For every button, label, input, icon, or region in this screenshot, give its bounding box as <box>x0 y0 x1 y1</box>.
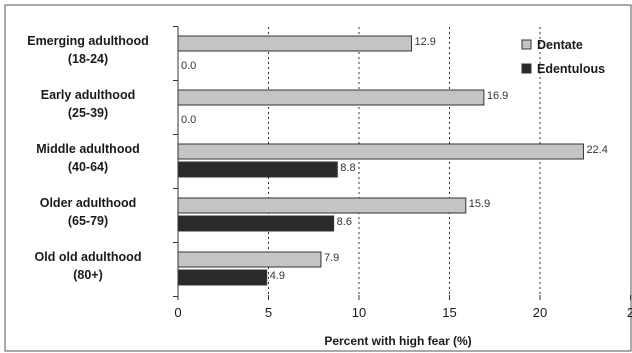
bar-dentate <box>177 35 412 52</box>
bar-edentulous <box>177 269 268 286</box>
x-axis-title: Percent with high fear (%) <box>324 334 471 348</box>
category-label-range: (25-39) <box>68 106 108 120</box>
bar-edentulous <box>177 215 335 232</box>
category-label-range: (40-64) <box>68 160 108 174</box>
bar-dentate <box>177 197 467 214</box>
data-label: 4.9 <box>270 270 285 282</box>
data-label: 15.9 <box>469 198 490 210</box>
x-tick-label: 15 <box>442 305 456 320</box>
bars: 12.9 0.0 16.9 0.0 22.4 8.8 15.9 8.6 7.9 4.9 <box>177 35 608 286</box>
axes: 0 5 10 15 20 2 Emerging adulthood (18-24) Early … <box>27 26 632 320</box>
category-label: Emerging adulthood <box>27 34 149 48</box>
plot-frame <box>4 4 632 352</box>
category-label-range: (65-79) <box>68 214 108 228</box>
legend-label: Dentate <box>537 38 583 52</box>
x-tick-label: 5 <box>265 305 272 320</box>
x-tick-label: 10 <box>352 305 366 320</box>
category-label: Old old adulthood <box>35 250 142 264</box>
data-label: 22.4 <box>586 144 607 156</box>
category-label: Early adulthood <box>41 88 135 102</box>
bar-dentate <box>177 143 584 160</box>
category-label-range: (80+) <box>73 268 103 282</box>
legend-swatch-edentulous <box>521 63 532 74</box>
bar-edentulous <box>177 161 338 178</box>
category-label-range: (18-24) <box>68 52 108 66</box>
legend: Dentate Edentulous <box>521 38 605 76</box>
bar-dentate <box>177 251 322 268</box>
category-label: Middle adulthood <box>36 142 139 156</box>
data-label: 0.0 <box>181 114 196 126</box>
data-label: 12.9 <box>414 36 435 48</box>
data-label: 0.0 <box>181 60 196 72</box>
data-label: 8.6 <box>337 216 352 228</box>
x-tick-label: 20 <box>533 305 547 320</box>
x-tick-label: 0 <box>174 305 181 320</box>
legend-label: Edentulous <box>537 62 605 76</box>
x-tick-label: 2 <box>627 305 632 320</box>
legend-swatch-dentate <box>521 39 532 50</box>
bar-dentate <box>177 89 485 106</box>
data-label: 7.9 <box>324 252 339 264</box>
data-label: 8.8 <box>340 162 355 174</box>
data-label: 16.9 <box>487 90 508 102</box>
category-label: Older adulthood <box>40 196 137 210</box>
